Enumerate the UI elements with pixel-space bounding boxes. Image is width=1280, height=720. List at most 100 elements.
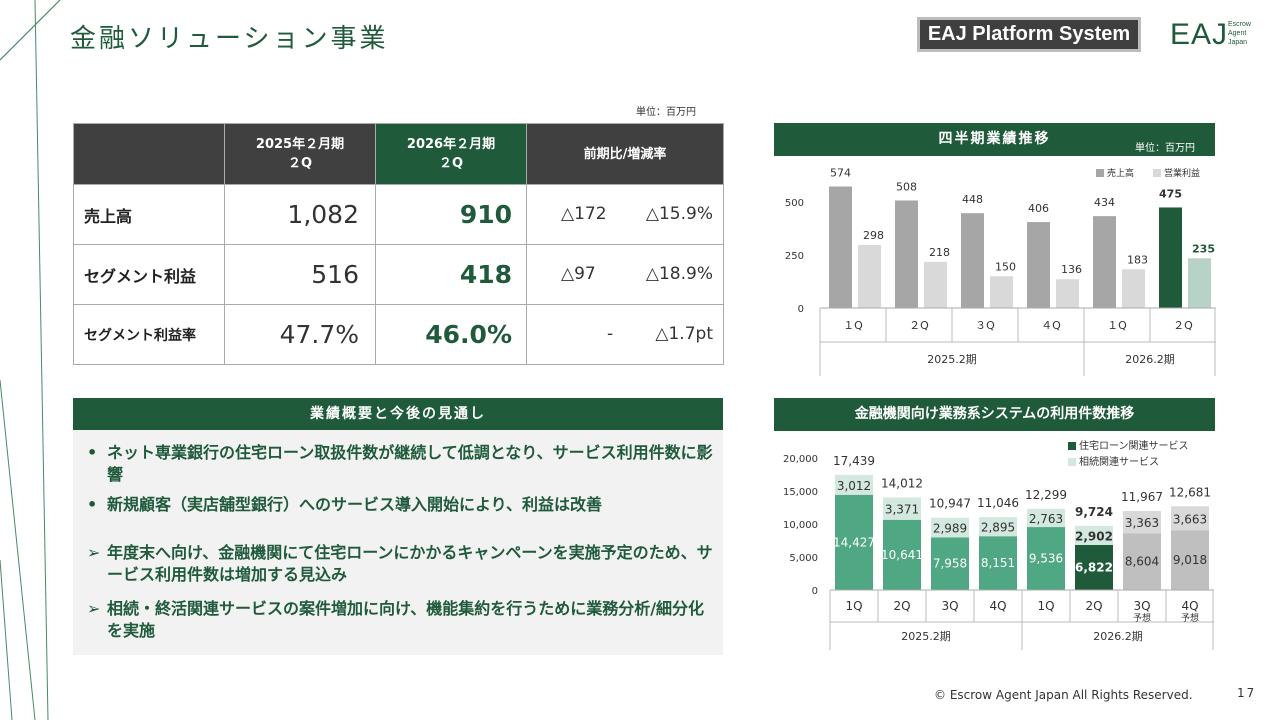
inherit-value-label: 3,012	[837, 479, 871, 493]
sales-value-label: 574	[830, 167, 851, 180]
profit-value-label: 235	[1192, 242, 1215, 255]
housing-value-label: 6,822	[1075, 560, 1113, 574]
outlook-title: 業績概要と今後の見通し	[73, 398, 723, 430]
logo-sub-escrow: Escrow	[1228, 21, 1251, 28]
y-tick-label: 20,000	[783, 454, 818, 465]
inherit-value-label: 3,363	[1125, 516, 1159, 530]
profit-value-label: 136	[1061, 263, 1082, 276]
logo-sub-japan: Japan	[1228, 39, 1248, 46]
category-sublabel: 予想	[1133, 612, 1151, 624]
category-label: １Q	[843, 319, 863, 332]
total-value-label: 11,046	[977, 496, 1019, 510]
y-tick-label: 500	[785, 198, 804, 209]
category-label: 1Q	[845, 599, 862, 613]
table-row: セグメント利益率 47.7% 46.0% - △1.7pt	[73, 304, 724, 365]
inherit-bar	[1027, 508, 1065, 528]
header-cur-line1: 2026年２月期	[406, 137, 496, 152]
profit-bar	[1122, 269, 1145, 308]
sales-bar	[895, 200, 918, 308]
sales-value-label: 434	[1094, 196, 1115, 209]
total-value-label: 14,012	[881, 477, 923, 491]
outlook-bullet: • ネット専業銀行の住宅ローン取扱件数が継続して低調となり、サービス利用件数に影…	[87, 442, 713, 486]
group-label: 2026.2期	[1125, 353, 1175, 366]
profit-value-label: 150	[995, 260, 1016, 273]
profit-bar	[990, 276, 1013, 308]
row-rate: △18.9%	[645, 264, 713, 284]
bullet-marker: •	[87, 495, 98, 514]
inherit-bar	[1075, 525, 1113, 545]
inherit-bar	[1171, 506, 1209, 531]
y-tick-label: 0	[798, 304, 804, 315]
total-value-label: 11,967	[1121, 490, 1163, 504]
sales-value-label: 406	[1028, 202, 1049, 215]
table-unit: 単位：百万円	[636, 107, 696, 118]
y-tick-label: 250	[785, 251, 804, 262]
header-compare: 前期比/増減率	[526, 123, 724, 185]
housing-bar	[1123, 533, 1161, 590]
inherit-bar	[1123, 511, 1161, 534]
row-cur-value: 910	[375, 184, 527, 245]
row-label: 売上高	[73, 184, 225, 245]
eaj-logo: EAJ Escrow Agent Japan	[1170, 18, 1251, 52]
inherit-value-label: 3,663	[1173, 512, 1207, 526]
page-number: 17	[1237, 686, 1257, 700]
inherit-value-label: 2,763	[1029, 512, 1063, 526]
housing-value-label: 10,641	[881, 548, 923, 562]
housing-bar	[1171, 530, 1209, 590]
row-diff: △97	[561, 264, 596, 284]
profit-bar	[858, 244, 881, 308]
usage-chart: 20,000 15,000 10,000 5,000 0 住宅ローン関連サービス相続関連サ…	[783, 439, 1214, 650]
kpi-table: 2025年２月期 ２Q 2026年２月期 ２Q 前期比/増減率 売上高 1,08…	[73, 123, 724, 365]
category-label: 3Q	[941, 599, 958, 613]
housing-bar	[835, 494, 873, 590]
category-label: 2Q	[1085, 599, 1102, 613]
total-value-label: 12,681	[1169, 485, 1211, 499]
bullet-text: 新規顧客（実店舗型銀行）へのサービス導入開始により、利益は改善	[107, 495, 603, 514]
row-cur-value: 46.0%	[375, 304, 527, 365]
profit-value-label: 218	[929, 246, 950, 259]
legend-swatch-profit	[1153, 169, 1161, 177]
group-label: 2026.2期	[1093, 630, 1143, 643]
header-blank	[73, 123, 225, 185]
housing-value-label: 14,427	[833, 535, 875, 549]
profit-bar	[924, 261, 947, 308]
outlook-bullet: ➢ 相続・終活関連サービスの案件増加に向け、機能集約を行うために業務分析/細分化…	[87, 598, 713, 642]
inherit-value-label: 2,989	[933, 522, 967, 536]
bullet-text: 相続・終活関連サービスの案件増加に向け、機能集約を行うために業務分析/細分化を実…	[107, 599, 705, 640]
legend-swatch-housing	[1068, 442, 1076, 450]
inherit-value-label: 3,371	[885, 503, 919, 517]
sales-value-label: 508	[896, 180, 917, 193]
housing-value-label: 7,958	[933, 557, 967, 571]
legend-label-profit: 営業利益	[1164, 167, 1200, 179]
housing-bar	[979, 536, 1017, 590]
inherit-bar	[883, 497, 921, 520]
legend-label-inherit: 相続関連サービス	[1079, 455, 1159, 468]
header-cur-line2: ２Q	[438, 156, 464, 171]
bullet-text: ネット専業銀行の住宅ローン取扱件数が継続して低調となり、サービス利用件数に影響	[107, 443, 713, 484]
sales-bar	[829, 186, 852, 308]
category-label: 3Q	[1133, 599, 1150, 613]
platform-badge: EAJ Platform System	[917, 17, 1141, 52]
quarterly-title-text: 四半期業績推移	[938, 131, 1051, 147]
category-label: ２Q	[909, 319, 929, 332]
outlook-bullet: ➢ 年度末へ向け、金融機関にて住宅ローンにかかるキャンペーンを実施予定のため、サ…	[87, 542, 713, 586]
bullet-text: 年度末へ向け、金融機関にて住宅ローンにかかるキャンペーンを実施予定のため、サービ…	[107, 543, 713, 584]
row-label: セグメント利益	[73, 244, 225, 305]
header-prev: 2025年２月期 ２Q	[224, 123, 376, 185]
outlook-box: • ネット専業銀行の住宅ローン取扱件数が継続して低調となり、サービス利用件数に影…	[73, 430, 723, 655]
row-compare: △172 △15.9%	[526, 184, 724, 245]
category-label: 1Q	[1037, 599, 1054, 613]
logo-mark: EAJ	[1170, 18, 1229, 51]
sales-value-label: 448	[962, 193, 983, 206]
usage-chart-title: 金融機関向け業務系システムの利用件数推移	[774, 398, 1215, 431]
group-label: 2025.2期	[927, 353, 977, 366]
header-cur: 2026年２月期 ２Q	[375, 123, 527, 185]
sales-bar	[1159, 207, 1182, 308]
row-diff: △172	[561, 204, 607, 224]
inherit-value-label: 2,895	[981, 521, 1015, 535]
logo-subtext: Escrow Agent Japan	[1228, 20, 1251, 47]
category-label: １Q	[1107, 319, 1127, 332]
total-value-label: 12,299	[1025, 488, 1067, 502]
bullet-marker: •	[87, 443, 98, 462]
